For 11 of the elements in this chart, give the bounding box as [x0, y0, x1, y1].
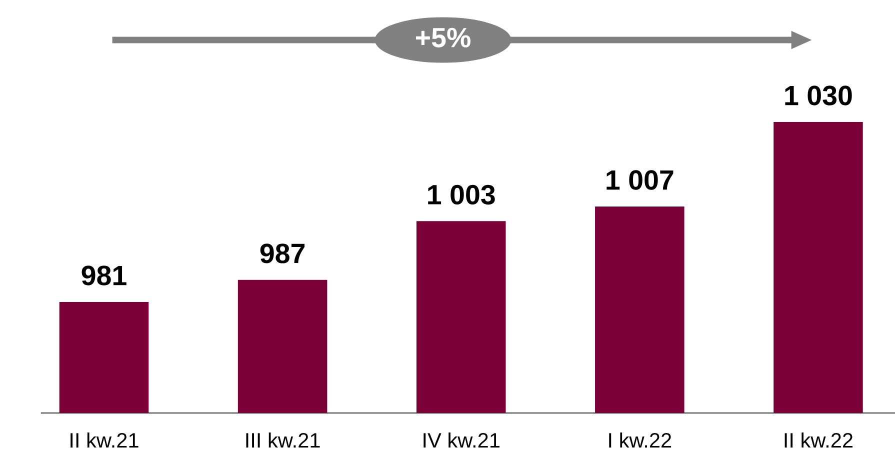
- x-tick-label: IV kw.21: [424, 432, 500, 448]
- data-label: 1 007: [606, 170, 674, 190]
- data-label: 987: [260, 244, 305, 264]
- data-label: 1 003: [428, 184, 495, 205]
- data-label: 1 030: [785, 86, 852, 106]
- x-tick-label: III kw.21: [246, 432, 320, 448]
- x-tick-label: I kw.22: [609, 432, 672, 448]
- x-tick-label: II kw.21: [70, 432, 138, 448]
- x-tick-label: II kw.22: [784, 432, 852, 448]
- text: +5%: [416, 28, 470, 48]
- data-label: 981: [82, 266, 126, 286]
